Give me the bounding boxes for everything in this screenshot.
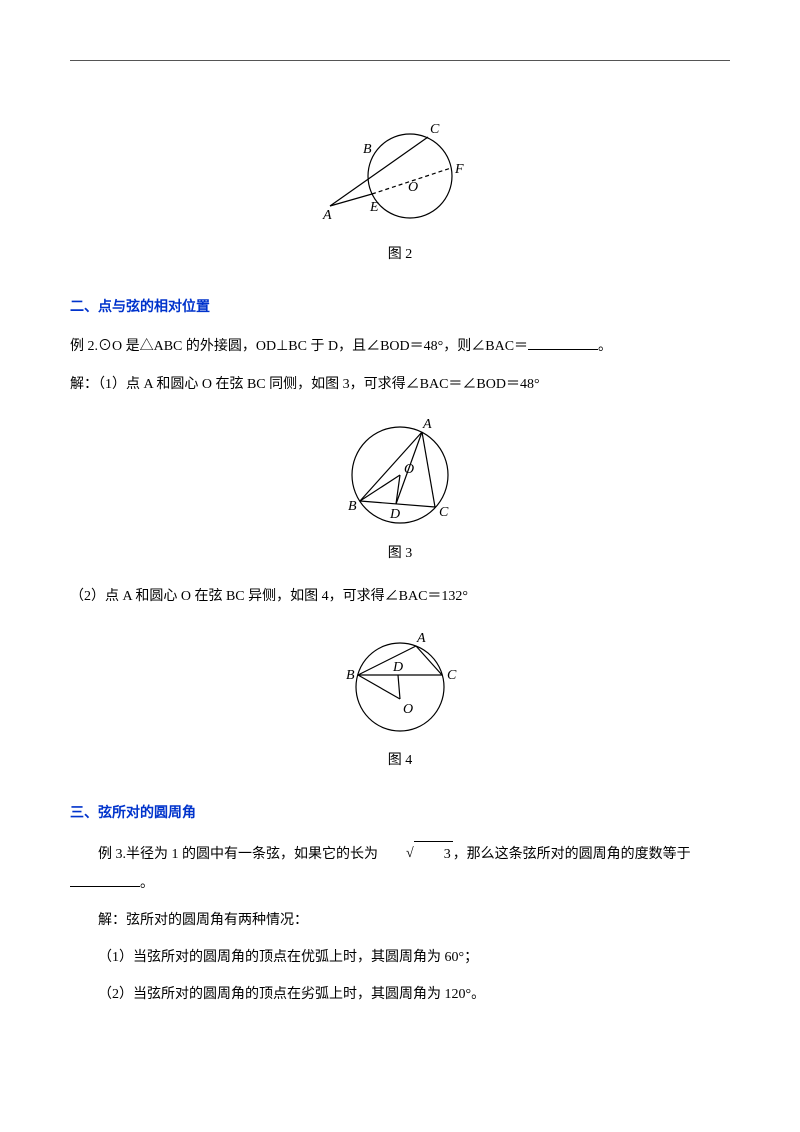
figure-4-svg: A B C D O (320, 627, 480, 742)
solution-2-1: 解：（1）点 A 和圆心 O 在弦 BC 同侧，如图 3，可求得∠BAC＝∠BO… (70, 372, 730, 397)
figure-4-label: 图 4 (70, 748, 730, 773)
svg-text:A: A (422, 417, 432, 432)
example-2-suffix: 。 (598, 339, 612, 354)
svg-text:F: F (454, 162, 464, 177)
solution-3-1: （1）当弦所对的圆周角的顶点在优弧上时，其圆周角为 60°； (70, 945, 730, 970)
example-3-suffix: 。 (140, 876, 154, 891)
example-3-blank-line: 。 (70, 871, 730, 896)
figure-2-container: A B C E F O 图 2 (70, 121, 730, 267)
example-3-text: 例 3.半径为 1 的圆中有一条弦，如果它的长为 3，那么这条弦所对的圆周角的度数… (70, 841, 730, 867)
section-3-header: 三、弦所对的圆周角 (70, 801, 730, 826)
svg-text:B: B (346, 668, 355, 683)
svg-text:B: B (348, 499, 357, 514)
svg-text:A: A (322, 208, 332, 223)
svg-text:C: C (439, 505, 449, 520)
svg-text:O: O (403, 702, 413, 717)
figure-3-container: A B C D O 图 3 (70, 415, 730, 566)
svg-text:C: C (430, 122, 440, 137)
svg-text:B: B (363, 142, 372, 157)
solution-2-2: （2）点 A 和圆心 O 在弦 BC 异侧，如图 4，可求得∠BAC＝132° (70, 584, 730, 609)
svg-text:D: D (389, 507, 400, 522)
blank-field-2 (70, 873, 140, 887)
example-2-text: 例 2.⊙O 是△ABC 的外接圆，OD⊥BC 于 D，且∠BOD＝48°，则∠… (70, 334, 730, 359)
solution-3-2: （2）当弦所对的圆周角的顶点在劣弧上时，其圆周角为 120°。 (70, 982, 730, 1007)
figure-3-label: 图 3 (70, 541, 730, 566)
solution-3-intro: 解：弦所对的圆周角有两种情况： (70, 908, 730, 933)
figure-2-svg: A B C E F O (310, 121, 490, 236)
example-3-mid: ，那么这条弦所对的圆周角的度数等于 (453, 847, 691, 862)
svg-text:O: O (408, 180, 418, 195)
sqrt-expression: 3 (378, 841, 453, 867)
section-2-header: 二、点与弦的相对位置 (70, 295, 730, 320)
blank-field (528, 336, 598, 350)
example-3-prefix: 例 3.半径为 1 的圆中有一条弦，如果它的长为 (98, 847, 378, 862)
top-rule (70, 60, 730, 61)
svg-text:D: D (392, 660, 403, 675)
figure-2-label: 图 2 (70, 242, 730, 267)
radicand: 3 (414, 841, 453, 867)
example-2-prefix: 例 2.⊙O 是△ABC 的外接圆，OD⊥BC 于 D，且∠BOD＝48°，则∠… (70, 339, 528, 354)
figure-4-container: A B C D O 图 4 (70, 627, 730, 773)
svg-text:O: O (404, 462, 414, 477)
svg-text:A: A (416, 631, 426, 646)
svg-text:E: E (369, 200, 379, 215)
svg-text:C: C (447, 668, 457, 683)
figure-3-svg: A B C D O (320, 415, 480, 535)
